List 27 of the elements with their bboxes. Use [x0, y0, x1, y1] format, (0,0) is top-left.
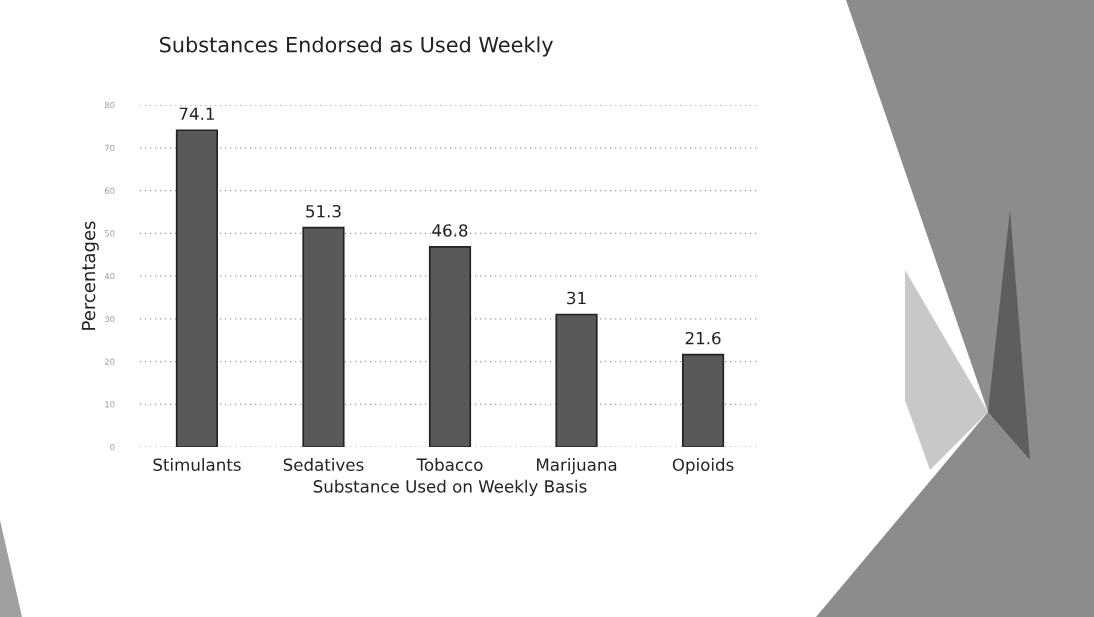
data-label: 21.6 [685, 331, 721, 345]
x-tick-label: Opioids [672, 458, 734, 475]
data-label: 46.8 [432, 224, 468, 237]
data-label: 74.1 [179, 107, 214, 120]
chart-title: Substances Endorsed as Used Weekly [159, 36, 553, 57]
y-tick-label: 80 [104, 101, 115, 109]
bar [681, 353, 725, 447]
x-axis-title: Substance Used on Weekly Basis [313, 479, 587, 496]
bar [428, 246, 472, 447]
y-tick-label: 20 [105, 358, 115, 365]
bar [555, 313, 598, 447]
x-tick-label: Tobacco [416, 458, 483, 472]
bar [302, 226, 345, 447]
y-tick-label: 70 [105, 144, 115, 152]
y-axis-title: Percentages [81, 221, 99, 330]
y-tick-label: 10 [105, 401, 115, 408]
y-tick-label: 0 [110, 443, 115, 451]
x-tick-label: Stimulants [153, 458, 241, 472]
x-tick-label: Marijuana [537, 458, 617, 475]
bar [175, 129, 219, 447]
y-tick-label: 40 [104, 272, 115, 280]
x-tick-label: Sedatives [283, 458, 364, 472]
data-label: 31 [567, 291, 586, 305]
data-label: 51.3 [306, 204, 341, 218]
y-tick-label: 30 [105, 315, 115, 323]
y-tick-label: 60 [104, 187, 115, 194]
y-tick-label: 50 [105, 230, 115, 237]
